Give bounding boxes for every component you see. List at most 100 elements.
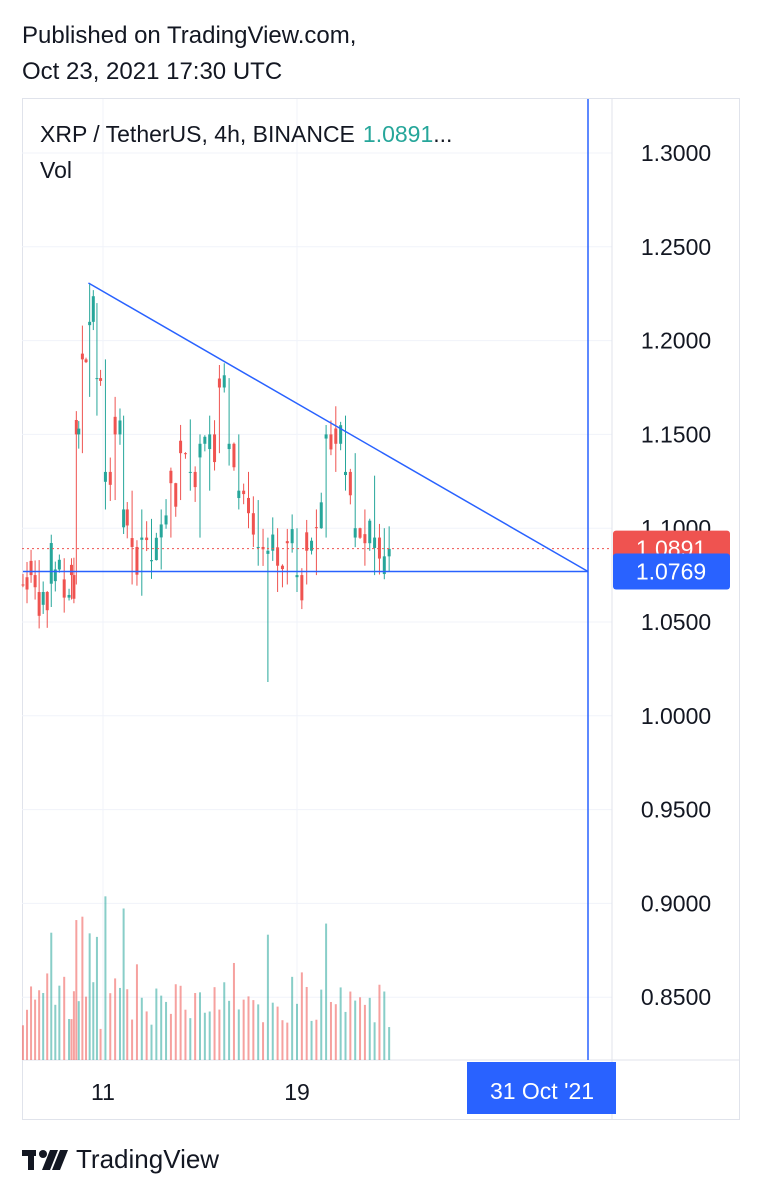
candle-body <box>84 359 88 363</box>
candle-body <box>77 428 81 435</box>
candle-body <box>363 534 367 544</box>
price-label-box <box>613 553 730 590</box>
volume-bar <box>368 997 371 1060</box>
symbol-legend[interactable]: XRP / TetherUS, 4h, BINANCE 1.0891... <box>40 118 452 150</box>
candle-body <box>285 541 289 544</box>
volume-bar <box>54 1004 57 1060</box>
candlesticks <box>21 284 391 683</box>
candle-body <box>329 434 333 450</box>
candle-body <box>108 471 112 485</box>
volume-bar <box>114 978 117 1060</box>
candle-body <box>45 591 49 611</box>
candle-body <box>339 425 343 444</box>
price-label-text: 1.0769 <box>636 559 706 585</box>
candle-body <box>62 579 66 598</box>
volume-bar <box>194 993 197 1060</box>
volume-bar <box>135 964 138 1060</box>
volume-bar <box>99 1028 102 1060</box>
volume-bar <box>339 987 342 1060</box>
candle-body <box>227 443 231 450</box>
candle-body <box>213 434 217 463</box>
trendline <box>88 282 589 573</box>
tradingview-brand[interactable]: TradingView <box>22 1144 219 1175</box>
price-axis: 1.30001.25001.20001.15001.10001.05001.00… <box>641 140 711 1010</box>
candle-body <box>174 483 178 507</box>
volume-bar <box>237 1009 240 1060</box>
candle-body <box>188 471 192 473</box>
candle-body <box>198 443 202 458</box>
candle-body <box>280 565 284 570</box>
trendline-drawings <box>22 99 612 1060</box>
volume-bar <box>184 1009 187 1060</box>
candle-body <box>159 524 163 538</box>
candle-body <box>95 378 99 380</box>
volume-bar <box>174 984 177 1060</box>
candle-body <box>310 540 314 551</box>
candle-body <box>334 428 338 444</box>
candle-body <box>183 453 187 455</box>
brand-name: TradingView <box>76 1144 220 1174</box>
volume-bar <box>155 988 158 1060</box>
volume-bar <box>169 1013 172 1060</box>
volume-bar <box>92 982 95 1060</box>
volume-bar <box>179 985 182 1060</box>
candle-body <box>256 546 260 548</box>
volume-bar <box>213 987 216 1060</box>
time-tick-label: 11 <box>91 1079 115 1105</box>
volume-bar <box>131 1019 134 1060</box>
volume-bar <box>300 972 303 1060</box>
candle-body <box>113 416 117 435</box>
volume-bar <box>145 1011 148 1060</box>
publication-info: Published on TradingView.com, Oct 23, 20… <box>22 18 356 90</box>
volume-bar <box>320 989 323 1060</box>
candle-body <box>37 592 41 616</box>
volume-bar <box>281 1020 284 1060</box>
candle-body <box>88 321 92 326</box>
legend-ellipsis: ... <box>433 121 453 147</box>
candle-body <box>300 575 304 601</box>
candle-body <box>222 375 226 388</box>
volume-bar <box>160 995 163 1060</box>
volume-bar <box>315 1019 318 1060</box>
volume-bar <box>383 991 386 1060</box>
volume-bar <box>388 1027 391 1060</box>
crosshair-date-box <box>467 1062 616 1114</box>
volume-bar <box>58 985 61 1060</box>
candle-body <box>377 537 381 559</box>
symbol-title: XRP / TetherUS, 4h, BINANCE <box>40 121 355 147</box>
candle-body <box>314 527 318 529</box>
candle-body <box>150 560 153 562</box>
volume-bars <box>21 896 391 1060</box>
volume-bar <box>140 997 143 1060</box>
candle-body <box>72 575 76 599</box>
candle-body <box>99 378 103 381</box>
candle-body <box>41 591 45 605</box>
volume-bar <box>266 934 269 1060</box>
volume-bar <box>242 999 245 1060</box>
candle-body <box>324 434 328 439</box>
candle-body <box>29 560 33 576</box>
candle-body <box>57 559 61 570</box>
candle-body <box>140 537 144 540</box>
price-tick-label: 1.0000 <box>641 703 711 729</box>
time-tick-label: 19 <box>284 1079 310 1105</box>
candle-body <box>91 296 95 322</box>
volume-bar <box>208 1011 211 1060</box>
volume-bar <box>75 920 78 1060</box>
volume-bar <box>72 991 75 1060</box>
chart-grid <box>22 99 740 1120</box>
volume-bar <box>150 1024 153 1060</box>
candle-body <box>373 537 377 548</box>
candle-body <box>130 538 134 547</box>
volume-bar <box>104 896 107 1060</box>
candle-body <box>118 420 122 435</box>
price-tick-label: 1.2000 <box>641 328 711 354</box>
candle-body <box>179 440 183 454</box>
volume-bar <box>63 976 66 1060</box>
volume-bar <box>276 1006 279 1060</box>
volume-bar <box>354 1000 357 1060</box>
volume-bar <box>363 1004 366 1060</box>
candle-body <box>319 502 323 529</box>
